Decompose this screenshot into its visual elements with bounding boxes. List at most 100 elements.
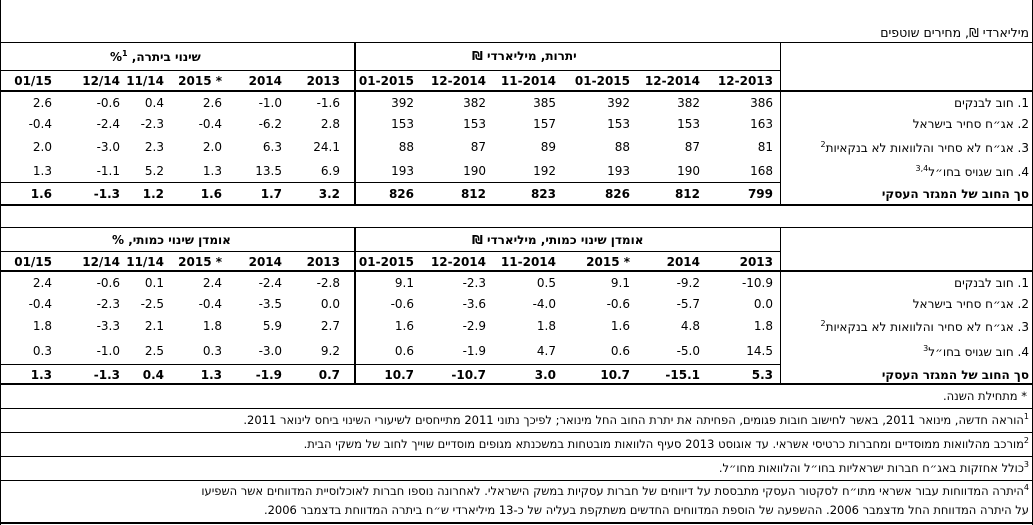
column-header: 12/14 <box>82 255 120 269</box>
total-cell: 1.7 <box>260 187 282 201</box>
column-header: 12-2014 <box>644 74 700 88</box>
total-cell: -1.3 <box>93 187 120 201</box>
table-cell: -6.2 <box>258 117 282 131</box>
table-cell: -4.0 <box>532 297 556 311</box>
total-cell: 3.0 <box>534 368 556 382</box>
table1-top-border <box>0 42 1033 43</box>
table-cell: -9.2 <box>676 276 700 290</box>
column-header: 01/15 <box>14 255 52 269</box>
table-cell: 1.3 <box>32 164 52 178</box>
notes-divider-1 <box>0 408 1033 409</box>
table2-total-line <box>0 364 780 365</box>
table-cell: 4.8 <box>680 319 700 333</box>
table-cell: 153 <box>391 117 414 131</box>
table-cell: -2.9 <box>462 319 486 333</box>
total-cell: 0.7 <box>318 368 340 382</box>
total-cell: 826 <box>604 187 630 201</box>
table1-title-underline <box>0 70 780 71</box>
table-cell: 1.6 <box>610 319 630 333</box>
table-cell: -1.9 <box>462 344 486 358</box>
table2-top-border <box>0 227 1033 228</box>
column-header: 01-2015 <box>358 255 414 269</box>
table-cell: -0.4 <box>28 297 52 311</box>
table-cell: 153 <box>463 117 486 131</box>
table-cell: 382 <box>677 96 700 110</box>
table-cell: 0.1 <box>144 276 164 290</box>
table-cell: -1.0 <box>96 344 120 358</box>
total-cell: 10.7 <box>600 368 630 382</box>
notes-divider-2 <box>0 432 1033 433</box>
table-cell: 2.3 <box>144 140 164 154</box>
table2-label-divider <box>780 227 781 384</box>
table-cell: 1.8 <box>32 319 52 333</box>
table-cell: 0.0 <box>753 297 773 311</box>
table-cell: 88 <box>398 140 414 154</box>
total-cell: 1.6 <box>30 187 52 201</box>
table-cell: 1.8 <box>536 319 556 333</box>
table-cell: 168 <box>750 164 773 178</box>
table-cell: 1.8 <box>202 319 222 333</box>
table-cell: 4.7 <box>536 344 556 358</box>
table-cell: 2.0 <box>32 140 52 154</box>
notes-divider-3 <box>0 456 1033 457</box>
total-label: סך החוב של המגזר העסקי <box>881 368 1029 382</box>
table-cell: 193 <box>391 164 414 178</box>
column-header: 12-2013 <box>717 74 773 88</box>
table-cell: -2.3 <box>96 297 120 311</box>
total-cell: 5.3 <box>751 368 773 382</box>
table-cell: 0.4 <box>144 96 164 110</box>
row-label: 1. חוב לבנקים <box>954 276 1029 290</box>
sheet-left-border <box>0 0 1 525</box>
table-cell: 9.1 <box>394 276 414 290</box>
table-cell: -1.6 <box>316 96 340 110</box>
column-header: 11-2014 <box>500 74 556 88</box>
table-cell: -0.6 <box>606 297 630 311</box>
table-cell: 87 <box>470 140 486 154</box>
total-cell: 812 <box>460 187 486 201</box>
total-cell: 1.3 <box>30 368 52 382</box>
table-cell: 0.3 <box>202 344 222 358</box>
table-cell: -10.9 <box>741 276 773 290</box>
table1-bottom-border <box>0 204 1033 206</box>
table-cell: 382 <box>463 96 486 110</box>
table2-left-title: אומדן שינוי כמותי, % <box>112 233 231 247</box>
note-1: 1הוראה חדשה, מינואר 2011, באשר לחישוב חו… <box>243 412 1029 427</box>
column-header: 2013 <box>739 255 773 269</box>
total-cell: 0.4 <box>142 368 164 382</box>
table1-total-line <box>0 182 780 183</box>
note-4-line-2: על היתרה המדווחת החל מדצמבר 2006. ההשפעה… <box>263 503 1029 517</box>
table-cell: -5.7 <box>676 297 700 311</box>
table2-col-divider <box>354 227 356 384</box>
row-label: 3. אג״ח לא סחיר והלוואות לא בנקאיות2 <box>820 140 1029 155</box>
table-cell: 2.8 <box>320 117 340 131</box>
column-header: 2014 <box>666 255 700 269</box>
column-header: 11-2014 <box>500 255 556 269</box>
note-4-line-1: 4היתרה המדווחות עבור אשראי מתו״ח לסקטור … <box>201 483 1029 498</box>
table-cell: -1.1 <box>96 164 120 178</box>
row-label: 4. חוב שגויס בחו״ל3 <box>923 344 1029 359</box>
total-cell: -15.1 <box>665 368 700 382</box>
table-cell: 87 <box>684 140 700 154</box>
table-cell: 153 <box>677 117 700 131</box>
table-cell: -0.6 <box>390 297 414 311</box>
table1-header-underline <box>0 90 1033 92</box>
table1-label-divider <box>780 42 781 205</box>
table-cell: 2.1 <box>144 319 164 333</box>
table-cell: 157 <box>533 117 556 131</box>
table-cell: -3.0 <box>96 140 120 154</box>
table2-bottom-border <box>0 383 1033 385</box>
total-cell: 10.7 <box>384 368 414 382</box>
table-cell: -2.8 <box>316 276 340 290</box>
column-header: 01-2015 <box>358 74 414 88</box>
table-cell: -1.0 <box>258 96 282 110</box>
column-header: 12/14 <box>82 74 120 88</box>
table-cell: -2.4 <box>258 276 282 290</box>
table-cell: 385 <box>533 96 556 110</box>
table-cell: -3.0 <box>258 344 282 358</box>
total-cell: 3.2 <box>318 187 340 201</box>
column-header: 2014 <box>248 255 282 269</box>
table2-header-underline <box>0 270 1033 272</box>
notes-bottom-border <box>0 522 1033 524</box>
table-cell: 192 <box>533 164 556 178</box>
total-cell: -10.7 <box>451 368 486 382</box>
